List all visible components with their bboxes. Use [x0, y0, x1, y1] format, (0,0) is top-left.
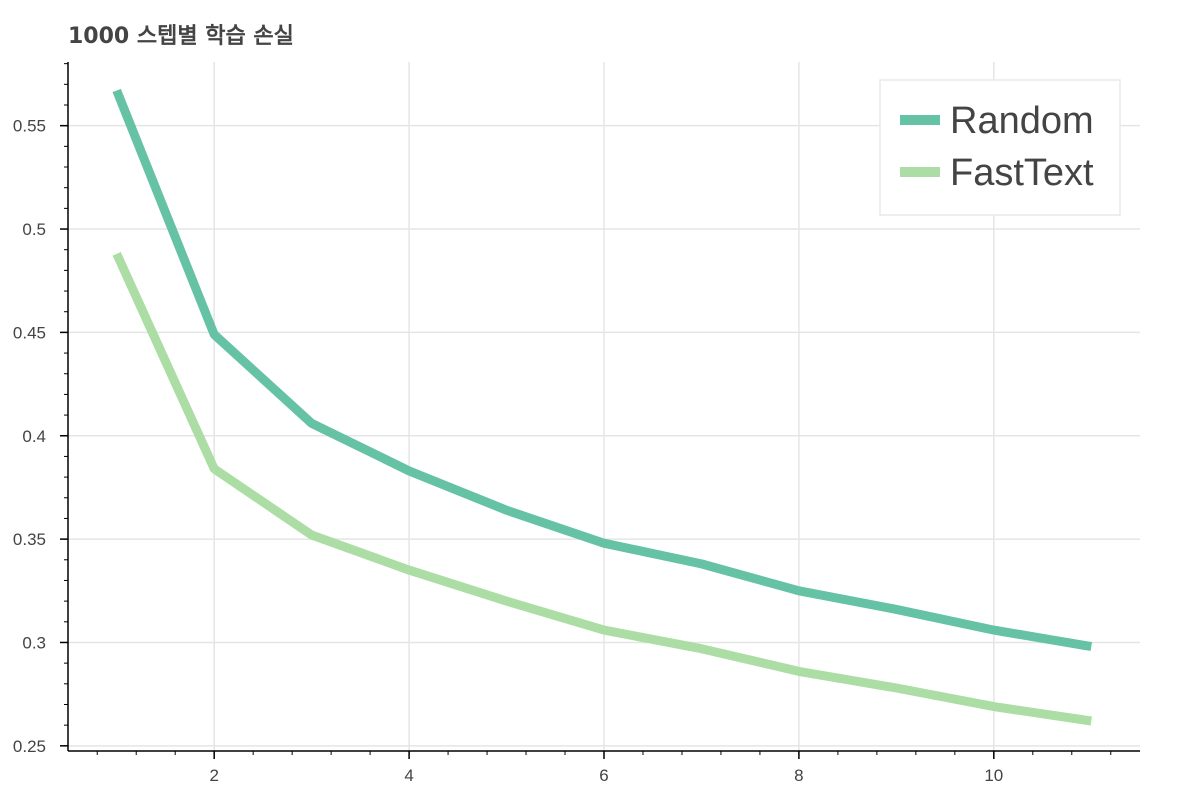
series-line-random — [112, 88, 1093, 652]
x-tick-label: 2 — [209, 766, 218, 785]
x-tick-label: 6 — [599, 766, 608, 785]
y-tick-label: 0.3 — [22, 633, 46, 652]
y-tick-label: 0.4 — [22, 427, 46, 446]
legend-box — [879, 79, 1121, 216]
y-tick-label: 0.25 — [13, 737, 46, 756]
x-tick-label: 8 — [794, 766, 803, 785]
x-tick-label: 10 — [984, 766, 1003, 785]
chart-title: 1000 스텝별 학습 손실 — [68, 24, 294, 49]
y-tick-label: 0.45 — [13, 323, 46, 342]
y-tick-label: 0.5 — [22, 220, 46, 239]
legend-label: Random — [950, 100, 1094, 142]
series-line-fasttext — [112, 251, 1092, 726]
x-tick-label: 4 — [404, 766, 413, 785]
y-tick-label: 0.55 — [13, 117, 46, 136]
legend-label: FastText — [950, 152, 1094, 194]
y-tick-label: 0.35 — [13, 530, 46, 549]
